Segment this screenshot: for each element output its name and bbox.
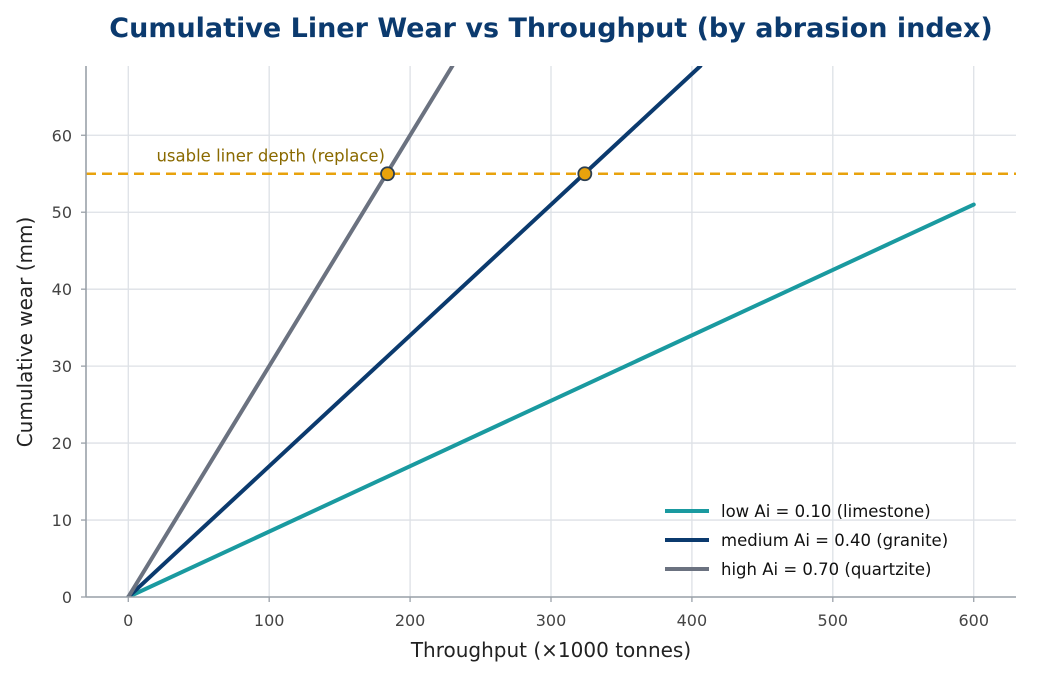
threshold: usable liner depth (replace): [86, 147, 1016, 176]
y-tick-label: 20: [52, 434, 72, 453]
y-tick-label: 0: [62, 588, 72, 607]
intersection-markers: [380, 166, 593, 182]
y-tick-label: 30: [52, 357, 72, 376]
x-tick-label: 600: [958, 611, 989, 630]
y-tick-label: 60: [52, 126, 72, 145]
grid: [86, 66, 1016, 598]
y-tick-labels: 0 10 20 30 40 50 60: [52, 126, 86, 607]
intersection-marker-1: [380, 166, 395, 182]
x-tick-label: 400: [677, 611, 708, 630]
legend: low Ai = 0.10 (limestone) medium Ai = 0.4…: [665, 502, 948, 579]
x-tick-label: 500: [818, 611, 849, 630]
x-tick-label: 100: [254, 611, 285, 630]
y-tick-label: 10: [52, 511, 72, 530]
y-tick-label: 50: [52, 203, 72, 222]
y-axis-label: Cumulative wear (mm): [13, 217, 37, 448]
intersection-marker-2: [577, 166, 593, 182]
x-axis-label: Throughput (×1000 tonnes): [410, 638, 691, 662]
series-lines: [126, 66, 976, 597]
y-tick-label: 40: [52, 280, 72, 299]
series-line-2: [126, 66, 703, 597]
series-line-3: [126, 66, 455, 597]
legend-label-1: low Ai = 0.10 (limestone): [721, 502, 931, 521]
x-tick-labels: 0 100 200 300 400 500 600: [123, 597, 989, 630]
legend-label-3: high Ai = 0.70 (quartzite): [721, 560, 931, 579]
threshold-label: usable liner depth (replace): [156, 147, 385, 166]
x-tick-label: 300: [536, 611, 567, 630]
x-tick-label: 0: [123, 611, 133, 630]
chart-title: Cumulative Liner Wear vs Throughput (by …: [109, 13, 992, 44]
x-tick-label: 200: [395, 611, 426, 630]
legend-label-2: medium Ai = 0.40 (granite): [721, 531, 948, 550]
series-line-1: [126, 202, 976, 597]
